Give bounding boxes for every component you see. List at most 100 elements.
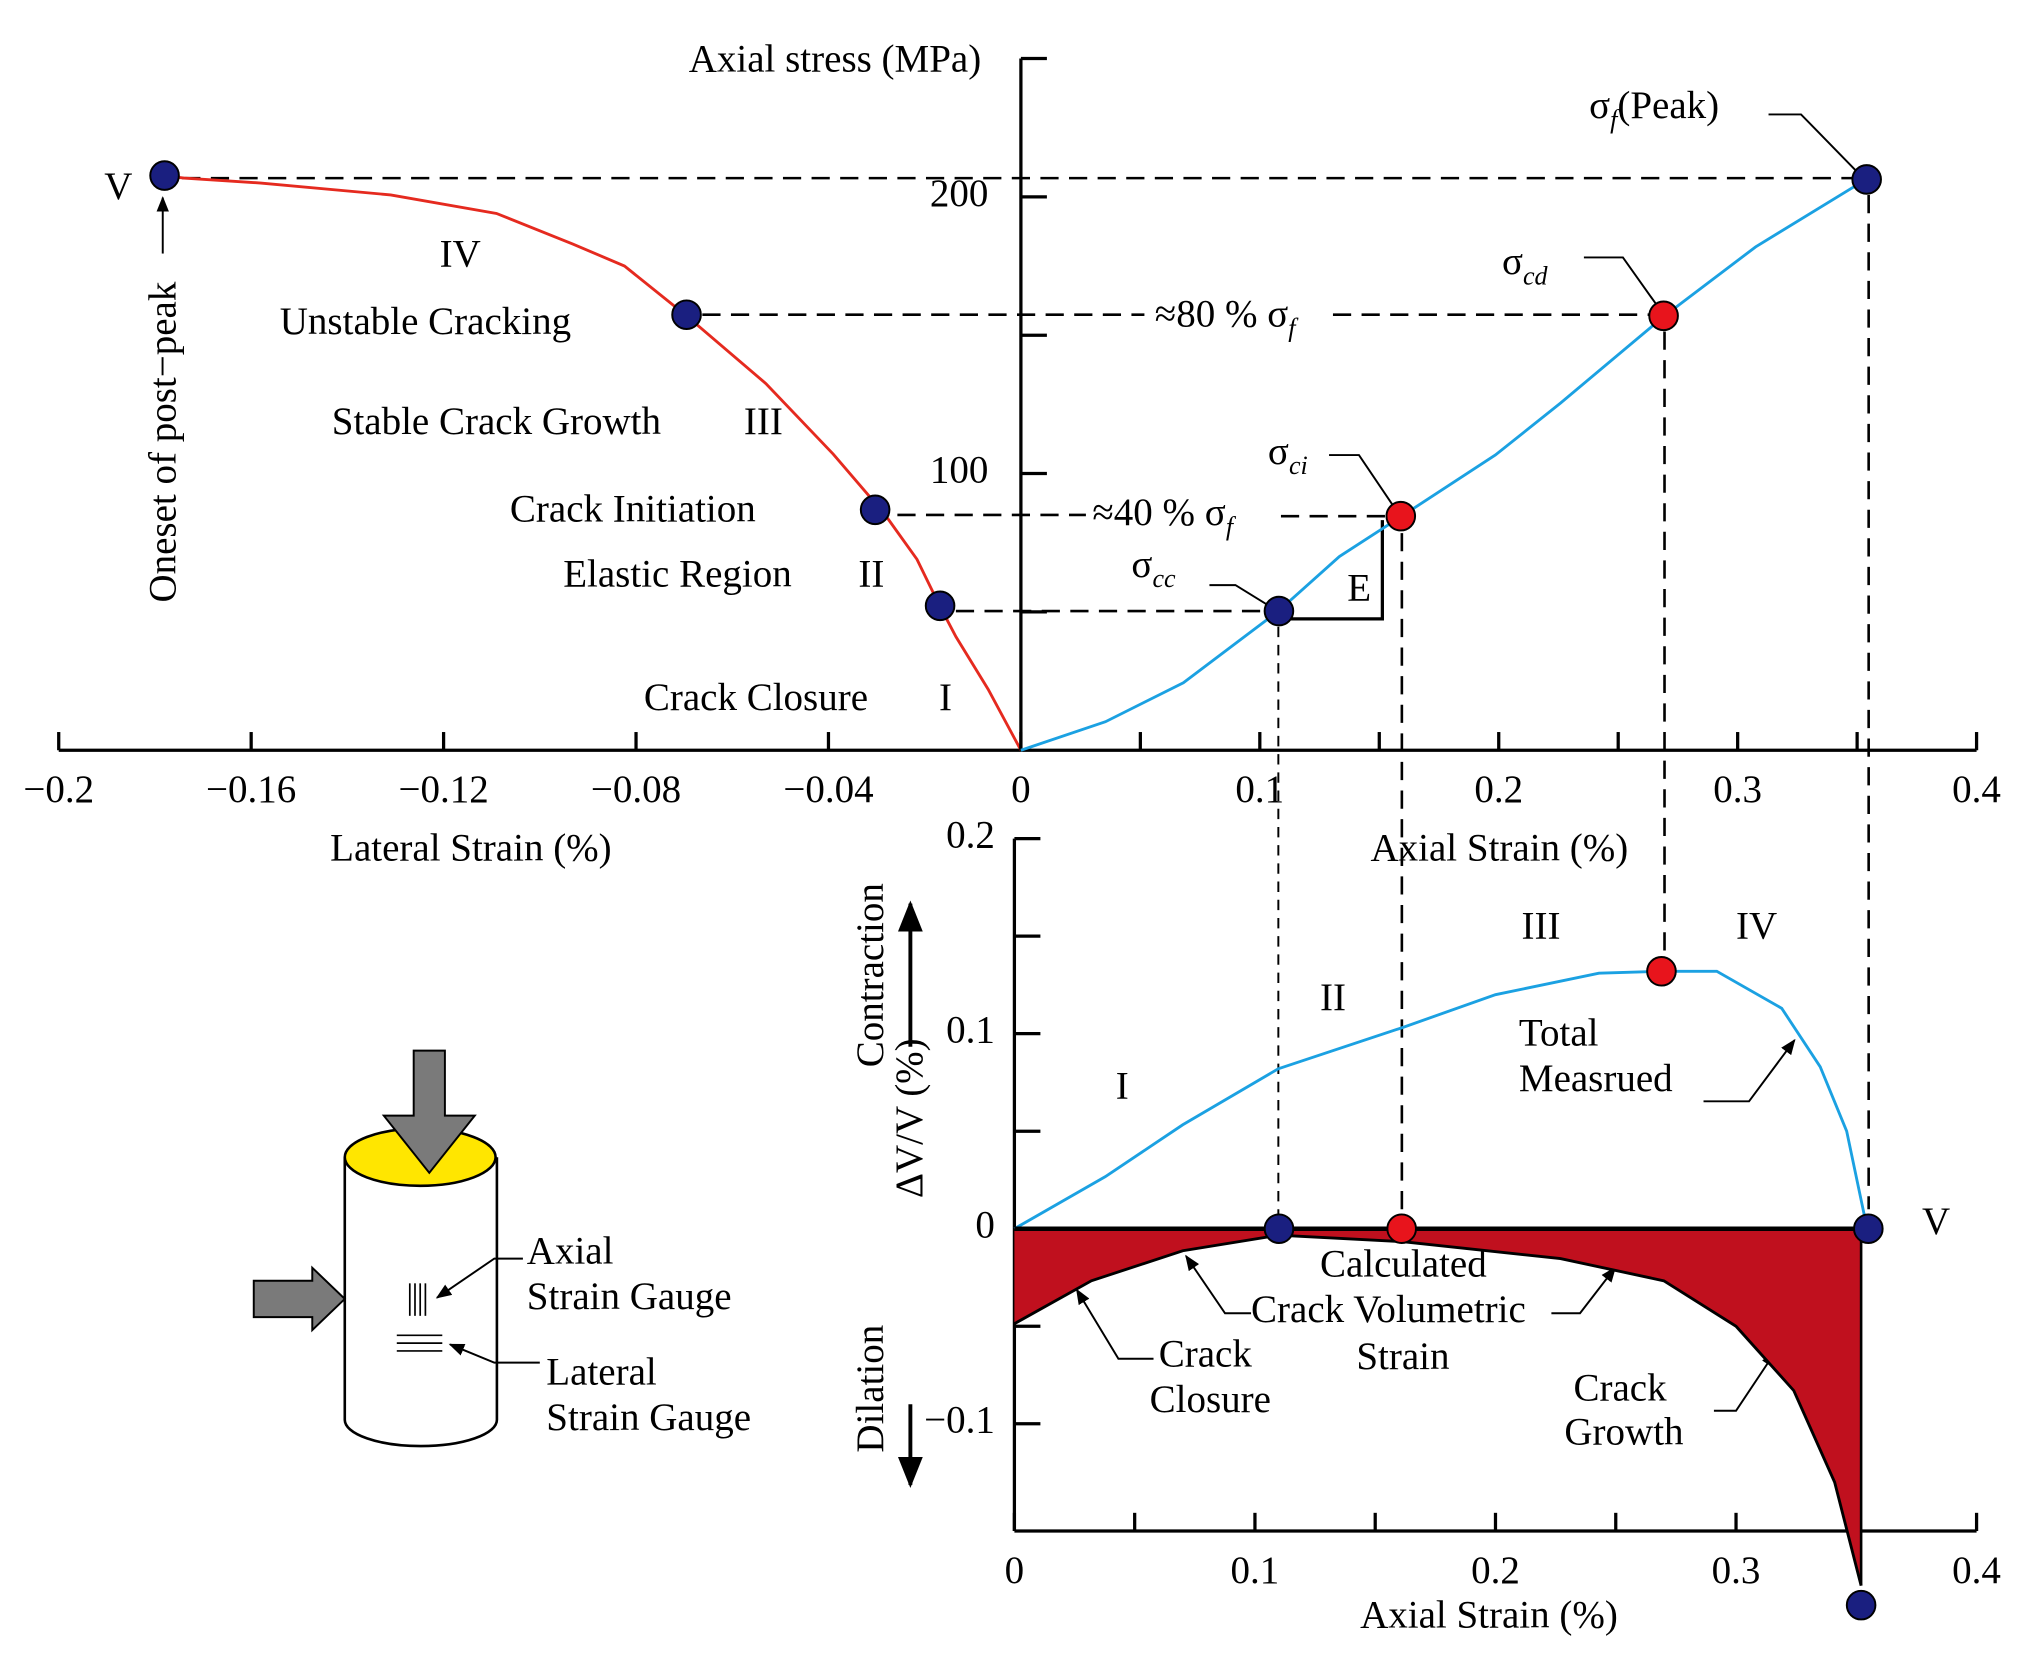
annotation: Crack Closure	[644, 676, 868, 719]
data-point	[671, 299, 702, 331]
annotation-text: E	[1347, 567, 1371, 610]
data-point	[1646, 955, 1677, 987]
x-tick-label: −0.16	[206, 768, 296, 811]
annotation: Strain	[1356, 1335, 1449, 1378]
annotation: I	[1116, 1065, 1129, 1108]
x-tick-label: 0.3	[1712, 1549, 1761, 1592]
annotation-text: Closure	[1150, 1378, 1271, 1421]
y-tick-label: 0.1	[946, 1009, 995, 1052]
data-point	[859, 494, 891, 526]
guides	[182, 176, 1870, 1216]
annotation: Crack	[1159, 1332, 1253, 1375]
annotation: V	[1922, 1200, 1950, 1243]
data-point	[149, 160, 180, 191]
annotation-text: I	[1116, 1065, 1129, 1108]
data-point	[1853, 1213, 1884, 1244]
annotation-text: III	[744, 400, 783, 443]
x-tick-label: −0.2	[23, 768, 94, 811]
annotation-text: II	[1320, 976, 1346, 1019]
y-tick-label: −0.1	[924, 1399, 995, 1442]
specimen: Axial Strain Gauge Lateral Strain Gauge	[252, 1049, 751, 1448]
arrow	[1185, 1254, 1252, 1315]
annotation: Calculated	[1320, 1243, 1487, 1286]
arrow	[448, 1343, 540, 1364]
annotation: Crack Volumetric	[1251, 1288, 1526, 1331]
x-tick-label: −0.12	[398, 768, 488, 811]
annotation: III	[1521, 905, 1560, 948]
leader-line	[1768, 113, 1858, 173]
series-line	[164, 174, 1023, 751]
annotation: Measrued	[1519, 1057, 1673, 1100]
annotation: Contraction	[849, 883, 892, 1067]
annotation-subscript: f	[1288, 313, 1299, 342]
annotation-text: Elastic Region	[563, 552, 792, 595]
annotation-subscript: f	[1226, 512, 1237, 541]
annotation: Crack	[1574, 1366, 1668, 1409]
y-tick-label: 0.2	[946, 814, 995, 857]
leaders	[156, 113, 1858, 1488]
annotation-text: Total	[1519, 1011, 1599, 1054]
leader-line	[1209, 584, 1270, 607]
arrow	[1551, 1266, 1617, 1315]
area	[1014, 1228, 1862, 1586]
annotation-text: III	[1521, 905, 1560, 948]
annotation-text: Crack	[1574, 1366, 1668, 1409]
x-tick-label: 0	[1005, 1549, 1025, 1592]
annotation-subscript: f	[1610, 105, 1621, 134]
annotation: IV	[440, 232, 481, 275]
annotation-text: II	[858, 552, 884, 595]
arrow	[1075, 1288, 1154, 1360]
specimen-label: Strain Gauge	[527, 1275, 732, 1318]
y-tick-label: 0	[975, 1204, 995, 1247]
annotation: σcc	[1131, 543, 1176, 593]
annotation: Stable Crack Growth	[332, 400, 661, 443]
annotation-text: Crack	[1159, 1332, 1253, 1375]
x-tick-label: −0.04	[783, 768, 873, 811]
data-point	[924, 590, 956, 622]
x-axis-label: Axial Strain (%)	[1360, 1594, 1618, 1637]
specimen-label: Axial	[527, 1230, 614, 1273]
annotation-text: IV	[1736, 905, 1777, 948]
annotation-text: ≈80 % σ	[1155, 292, 1288, 335]
annotation-subscript: ci	[1289, 451, 1308, 480]
lateral-load-arrow	[252, 1265, 347, 1333]
annotation-text: Dilation	[849, 1325, 892, 1453]
annotation: Total	[1519, 1011, 1599, 1054]
annotation: I	[939, 676, 952, 719]
x-tick-label: 0.2	[1471, 1549, 1520, 1592]
x-tick-label: −0.08	[591, 768, 681, 811]
axial-load-arrow	[381, 1049, 477, 1175]
x-tick-label: 0.1	[1235, 768, 1284, 811]
x-axis-label: Axial Strain (%)	[1371, 827, 1629, 870]
annotation-text: V	[104, 165, 132, 208]
arrow	[1713, 1350, 1776, 1412]
annotation-text: Growth	[1564, 1410, 1683, 1453]
annotation-text: Crack Volumetric	[1251, 1288, 1526, 1331]
y-axis-label: ΔV/V (%)	[888, 1038, 931, 1198]
x-tick-label: 0.4	[1952, 768, 2001, 811]
annotation-text: IV	[440, 232, 481, 275]
arrow	[1703, 1038, 1796, 1103]
x-tick-label: 0.1	[1231, 1549, 1280, 1592]
data-point	[1845, 1589, 1877, 1621]
annotation-text: Measrued	[1519, 1057, 1673, 1100]
modulus-triangle	[1282, 520, 1384, 621]
annotation: Oneset of post−peak	[142, 281, 185, 602]
annotation: Closure	[1150, 1378, 1271, 1421]
annotation: V	[104, 165, 132, 208]
series-line	[1020, 178, 1867, 752]
axial-gauge	[408, 1283, 427, 1316]
annotation-text: V	[1922, 1200, 1950, 1243]
annotation-text: I	[939, 676, 952, 719]
specimen-label: Lateral	[546, 1351, 657, 1394]
annotation: II	[858, 552, 884, 595]
data-point	[1263, 1213, 1295, 1244]
annotation-subscript: cc	[1152, 564, 1176, 593]
leader-line	[1329, 454, 1395, 508]
annotation: E	[1347, 567, 1371, 610]
arrow	[435, 1257, 523, 1299]
x-axis-label: Lateral Strain (%)	[330, 827, 612, 870]
annotation-text: σ	[1589, 84, 1610, 127]
